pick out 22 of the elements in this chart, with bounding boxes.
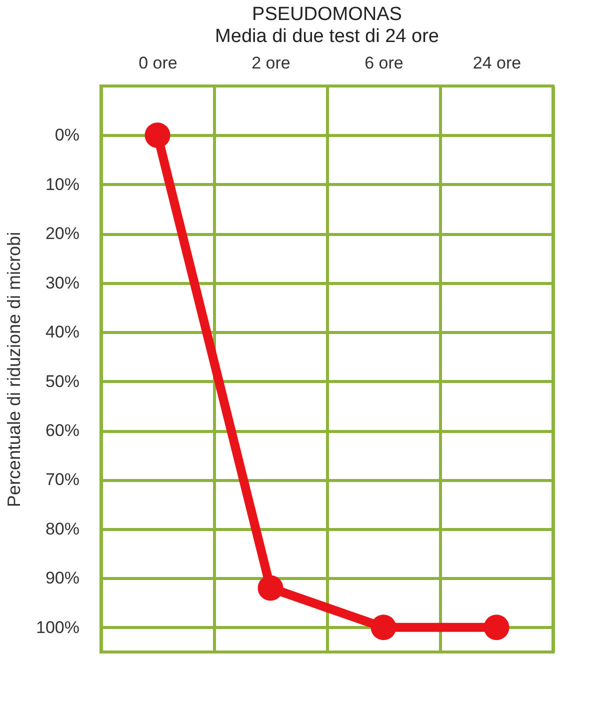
y-tick-label: 10%: [45, 174, 80, 194]
y-tick-label: 60%: [45, 421, 80, 440]
chart-title: PSEUDOMONAS: [252, 4, 402, 25]
y-axis-title: Percentuale di riduzione di microbi: [4, 232, 24, 508]
x-tick-label: 24 ore: [472, 54, 522, 72]
y-tick-label: 30%: [45, 273, 80, 292]
y-tick-label: 20%: [45, 224, 80, 244]
y-tick-label: 0%: [54, 126, 80, 145]
y-tick-label: 70%: [45, 470, 80, 490]
point: [144, 122, 170, 148]
y-tick-label: 80%: [45, 519, 80, 538]
y-tick-label: 90%: [45, 568, 80, 588]
x-tick-label: 2 ore: [252, 54, 290, 72]
x-tick-label: 6 ore: [364, 54, 404, 72]
x-tick-label: 0 ore: [138, 54, 178, 72]
point: [258, 575, 284, 601]
y-tick-label: 50%: [45, 372, 80, 391]
point: [370, 614, 396, 640]
y-tick-label: 100%: [36, 618, 80, 637]
y-tick-label: 40%: [45, 322, 80, 342]
point: [484, 614, 510, 640]
chart-subtitle: Media di due test di 24 ore: [215, 26, 439, 47]
